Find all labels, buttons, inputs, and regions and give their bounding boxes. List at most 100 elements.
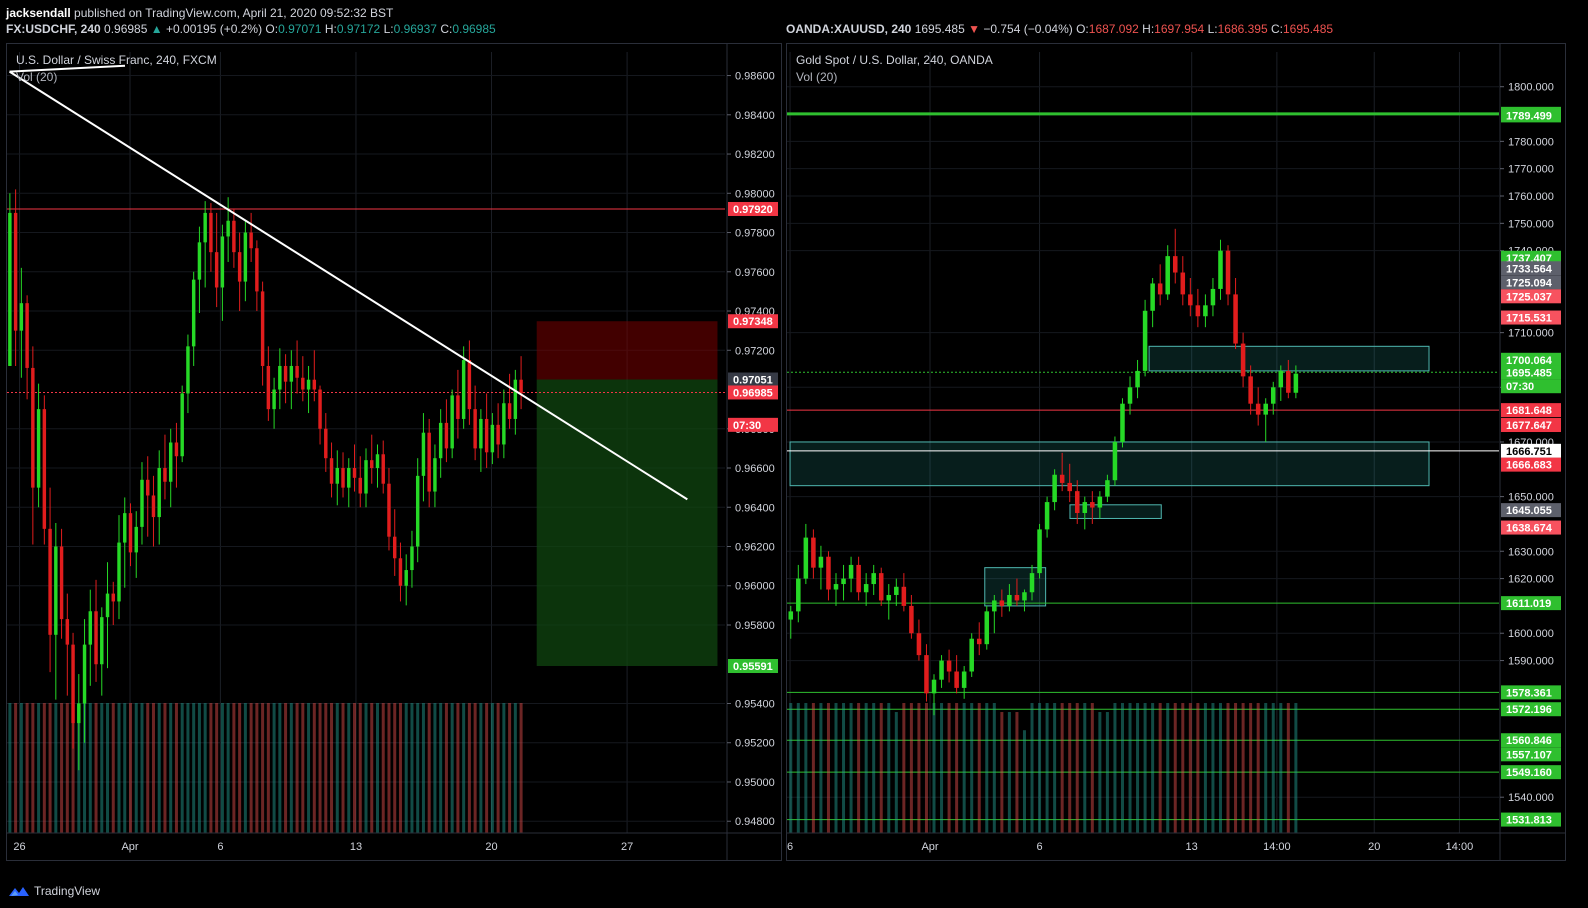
candle-body — [352, 468, 357, 478]
price-label-badge — [1501, 503, 1561, 518]
volume-bar — [421, 703, 425, 833]
price-label-badge — [1501, 733, 1561, 748]
right-ticker[interactable]: OANDA:XAUUSD, 240 — [786, 22, 912, 36]
usdchf-chart-pane[interactable]: 0.98600 0.98400 0.98200 0.98000 0.97800 0.976… — [6, 43, 782, 861]
price-tick-label: 0.96400 — [735, 502, 775, 514]
volume-bar — [819, 703, 823, 833]
volume-bar — [249, 703, 253, 833]
candle-body — [134, 526, 138, 553]
volume-bar — [433, 703, 437, 833]
candle-body — [969, 638, 974, 672]
price-label-text: 1549.160 — [1506, 767, 1552, 779]
candle-body — [1188, 294, 1193, 306]
volume-bar — [416, 703, 420, 833]
volume-bar — [456, 703, 460, 833]
candle-body — [375, 454, 380, 469]
left-high: 0.97172 — [336, 22, 381, 36]
left-close: 0.96985 — [452, 22, 496, 36]
time-tick-label: 27 — [621, 841, 633, 853]
xauusd-chart-pane[interactable]: 1800.000 1780.000 1770.000 1760.000 1750.000… — [786, 43, 1566, 861]
candle-body — [901, 586, 907, 606]
left-price: 0.96985 — [104, 22, 148, 36]
candle-body — [65, 619, 70, 645]
candle-body — [1225, 250, 1231, 295]
volume-bar — [1068, 703, 1072, 833]
volume-bar — [266, 703, 270, 833]
price-tick-label: 1650.000 — [1508, 492, 1554, 504]
candle-body — [1255, 403, 1261, 415]
right-o-label: O: — [1076, 22, 1089, 36]
volume-bar — [220, 703, 224, 833]
price-tick-label: 0.96600 — [735, 463, 775, 475]
candle-body — [863, 584, 869, 593]
candle-body — [180, 393, 184, 457]
candle-body — [1172, 256, 1178, 273]
volume-bar — [1022, 730, 1026, 833]
time-tick-label: 26 — [13, 841, 25, 853]
volume-bar — [1053, 703, 1057, 833]
candle-body — [77, 703, 81, 724]
candle-body — [1218, 250, 1223, 289]
candle-body — [140, 479, 144, 527]
volume-bar — [410, 703, 414, 833]
right-open: 1687.092 — [1088, 22, 1139, 36]
right-c-label: C: — [1271, 22, 1283, 36]
candle-body — [878, 573, 884, 601]
candle-body — [1044, 502, 1050, 530]
price-tick-label: 0.95200 — [735, 738, 775, 750]
candle-body — [826, 556, 831, 590]
price-label-text: 1725.037 — [1506, 291, 1552, 303]
candle-body — [796, 578, 801, 612]
candle-body — [157, 468, 161, 518]
publish-header: jacksendall published on TradingView.com… — [6, 6, 393, 20]
support-zone — [789, 441, 1430, 487]
price-label-badge — [728, 417, 778, 432]
volume-bar — [1090, 703, 1094, 833]
volume-bar — [834, 703, 838, 833]
author-name[interactable]: jacksendall — [6, 6, 71, 20]
left-ticker[interactable]: FX:USDCHF, 240 — [6, 22, 101, 36]
price-tick-label: 1590.000 — [1508, 656, 1554, 668]
candle-body — [1052, 474, 1057, 503]
volume-bar — [353, 703, 357, 833]
candle-body — [151, 495, 156, 518]
candle-body — [1142, 310, 1148, 371]
candle-body — [105, 593, 110, 618]
tradingview-footer[interactable]: TradingView — [8, 884, 100, 898]
price-label-badge — [1501, 403, 1561, 418]
left-change: +0.00195 (+0.2%) — [166, 22, 263, 36]
usdchf-volume-label: Vol (20) — [16, 70, 58, 84]
candle-body — [513, 379, 518, 419]
candle-body — [811, 537, 816, 568]
candle-body — [260, 291, 265, 366]
volume-bar — [1279, 703, 1283, 833]
candle-body — [507, 403, 512, 419]
volume-bar — [1166, 703, 1170, 833]
volume-bar — [1158, 703, 1162, 833]
xauusd-chart[interactable]: 1800.000 1780.000 1770.000 1760.000 1750.000… — [787, 44, 1565, 861]
right-arrow-down-icon: ▼ — [968, 22, 980, 36]
usdchf-chart[interactable]: 0.98600 0.98400 0.98200 0.98000 0.97800 0.976… — [7, 44, 781, 861]
price-label-text: 1681.648 — [1506, 405, 1552, 417]
volume-bar — [117, 703, 121, 833]
price-label-badge — [1501, 457, 1561, 472]
candle-body — [174, 442, 179, 457]
price-label-text: 1789.499 — [1506, 110, 1552, 122]
price-label-text: 1578.361 — [1506, 687, 1552, 699]
candle-body — [473, 409, 477, 449]
volume-bar — [146, 703, 150, 833]
candle-body — [456, 395, 460, 419]
volume-bar — [387, 703, 391, 833]
volume-bar — [54, 703, 58, 833]
volume-bar — [1264, 703, 1268, 833]
price-label-badge — [1501, 747, 1561, 762]
candle-body — [1233, 294, 1238, 344]
candle-body — [909, 605, 914, 634]
candle-body — [946, 660, 952, 672]
candle-body — [924, 655, 929, 694]
volume-bar — [872, 703, 876, 833]
volume-bar — [1241, 703, 1245, 833]
volume-bar — [128, 703, 132, 833]
volume-bar — [261, 703, 265, 833]
time-tick-label: 20 — [485, 841, 497, 853]
